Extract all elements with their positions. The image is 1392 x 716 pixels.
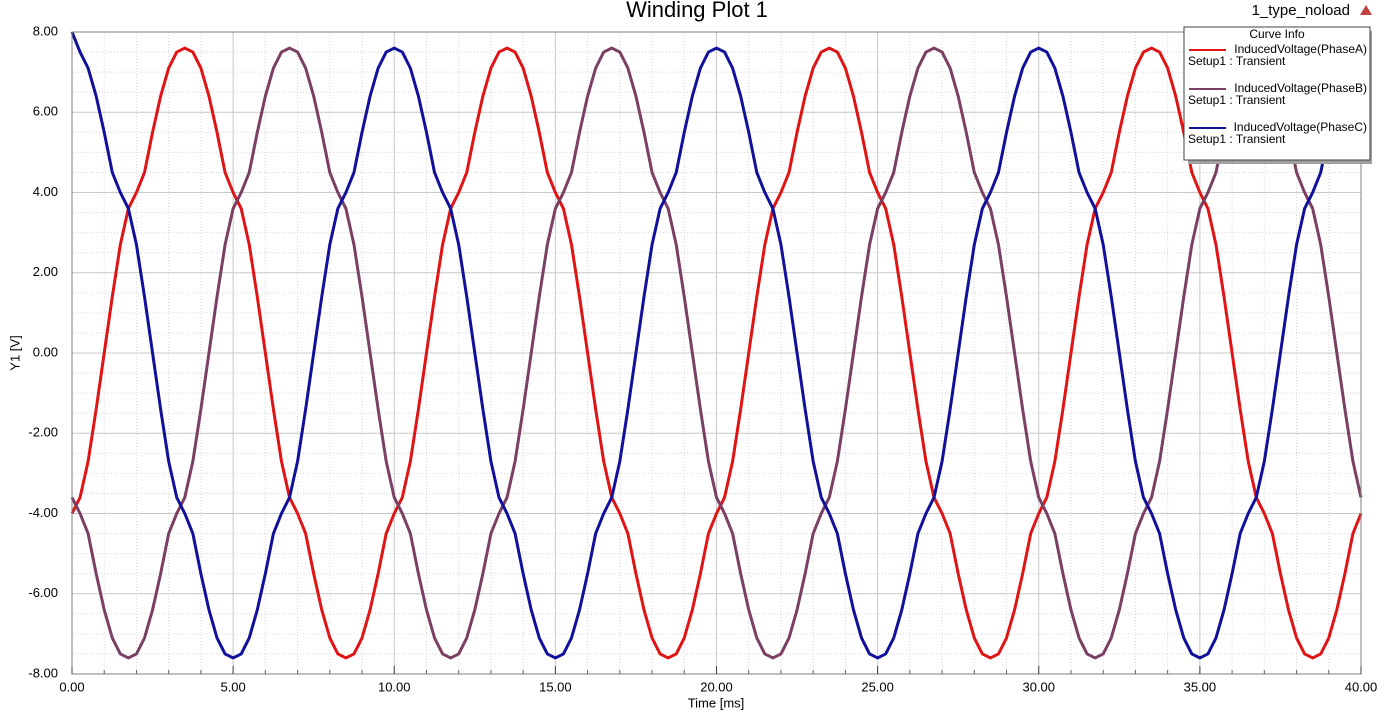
x-tick-label: 10.00 [378,679,411,694]
legend: Curve Info InducedVoltage(PhaseA)Setup1 … [1183,26,1372,164]
x-tick-label: 40.00 [1345,679,1378,694]
x-tick-label: 35.00 [1184,679,1217,694]
y-tick-label: -8.00 [28,665,58,680]
y-tick-label: 6.00 [33,104,58,119]
design-icon [1360,5,1372,15]
x-tick-label: 25.00 [861,679,894,694]
series-line [70,31,1362,660]
plot-lines [70,31,1363,660]
axes: 0.00 5.00 10.00 15.00 20.00 25.00 30.00 35.00 40… [28,23,1377,694]
y-tick-label: -6.00 [28,585,58,600]
legend-label: InducedVoltage(PhaseC) [1234,120,1367,134]
legend-setup: Setup1 : Transient [1188,54,1286,68]
design-name: 1_type_noload [1252,2,1350,19]
x-tick-label: 0.00 [59,679,84,694]
x-tick-label: 30.00 [1022,679,1055,694]
y-tick-label: 0.00 [33,344,58,359]
y-tick-label: 4.00 [33,184,58,199]
y-tick-label: 2.00 [33,264,58,279]
legend-setup: Setup1 : Transient [1188,93,1286,107]
y-tick-label: -2.00 [28,425,58,440]
legend-setup: Setup1 : Transient [1188,132,1286,146]
legend-label: InducedVoltage(PhaseB) [1234,81,1367,95]
y-tick-label: 8.00 [33,23,58,38]
y-tick-label: -4.00 [28,505,58,520]
x-tick-label: 5.00 [220,679,245,694]
chart-title: Winding Plot 1 [626,0,768,22]
y-axis-label: Y1 [V] [7,335,22,370]
x-tick-label: 20.00 [700,679,733,694]
legend-label: InducedVoltage(PhaseA) [1234,42,1367,56]
series-line [70,46,1363,660]
x-axis-label: Time [ms] [688,695,745,710]
x-tick-label: 15.00 [539,679,572,694]
legend-title: Curve Info [1249,27,1305,41]
series-line [70,46,1363,660]
